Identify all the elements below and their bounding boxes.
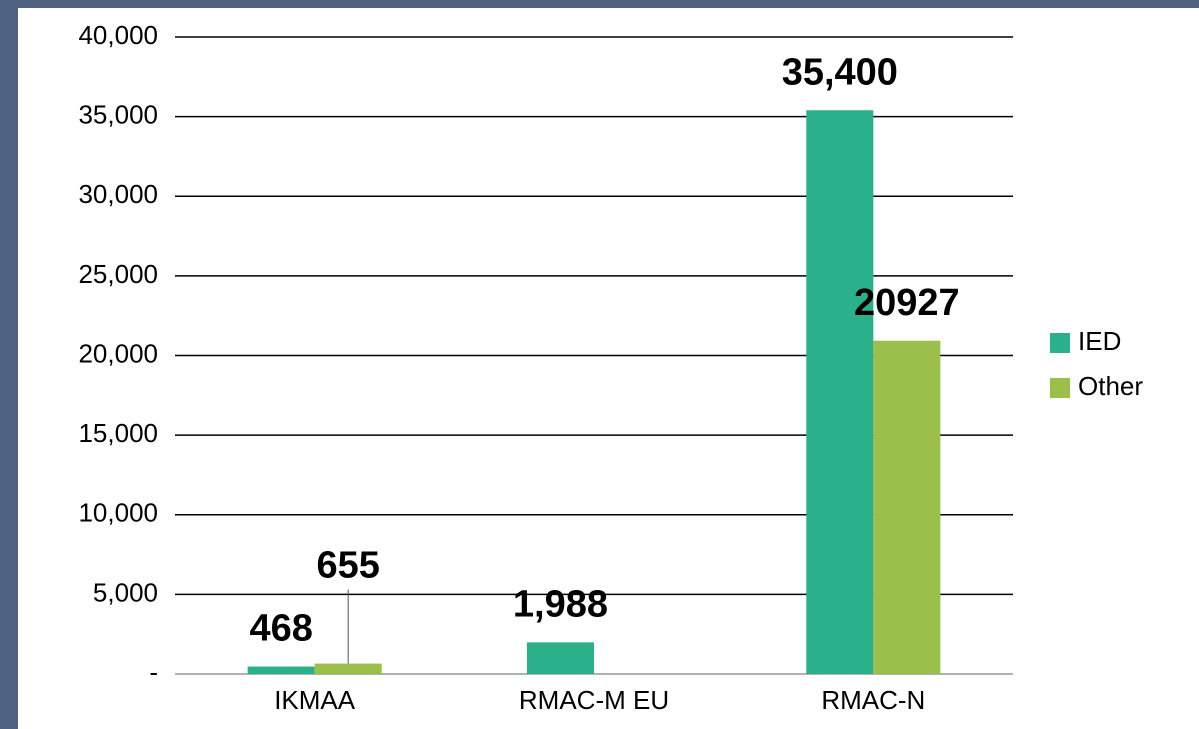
y-tick-label: 40,000 <box>78 20 158 50</box>
y-tick-label: - <box>149 657 158 687</box>
y-tick-label: 10,000 <box>78 498 158 528</box>
chart-area <box>18 8 1199 729</box>
legend-swatch <box>1050 378 1070 398</box>
bar <box>873 340 941 674</box>
y-tick-label: 15,000 <box>78 418 158 448</box>
y-tick-label: 20,000 <box>78 338 158 368</box>
y-tick-label: 25,000 <box>78 259 158 289</box>
bar <box>314 663 382 674</box>
legend-label: Other <box>1078 371 1143 401</box>
x-tick-label: RMAC-M EU <box>519 685 669 715</box>
y-tick-label: 5,000 <box>93 577 158 607</box>
value-label: 468 <box>249 608 312 650</box>
value-label: 20927 <box>854 282 960 324</box>
bar <box>526 642 594 674</box>
x-tick-label: IKMAA <box>274 685 356 715</box>
value-label: 35,400 <box>782 51 898 93</box>
bar <box>806 110 874 674</box>
x-tick-label: RMAC-N <box>821 685 925 715</box>
bar <box>247 666 315 674</box>
value-label: 655 <box>316 545 379 587</box>
y-tick-label: 30,000 <box>78 179 158 209</box>
legend-swatch <box>1050 333 1070 353</box>
value-label: 1,988 <box>513 583 608 625</box>
y-tick-label: 35,000 <box>78 100 158 130</box>
legend-label: IED <box>1078 326 1121 356</box>
